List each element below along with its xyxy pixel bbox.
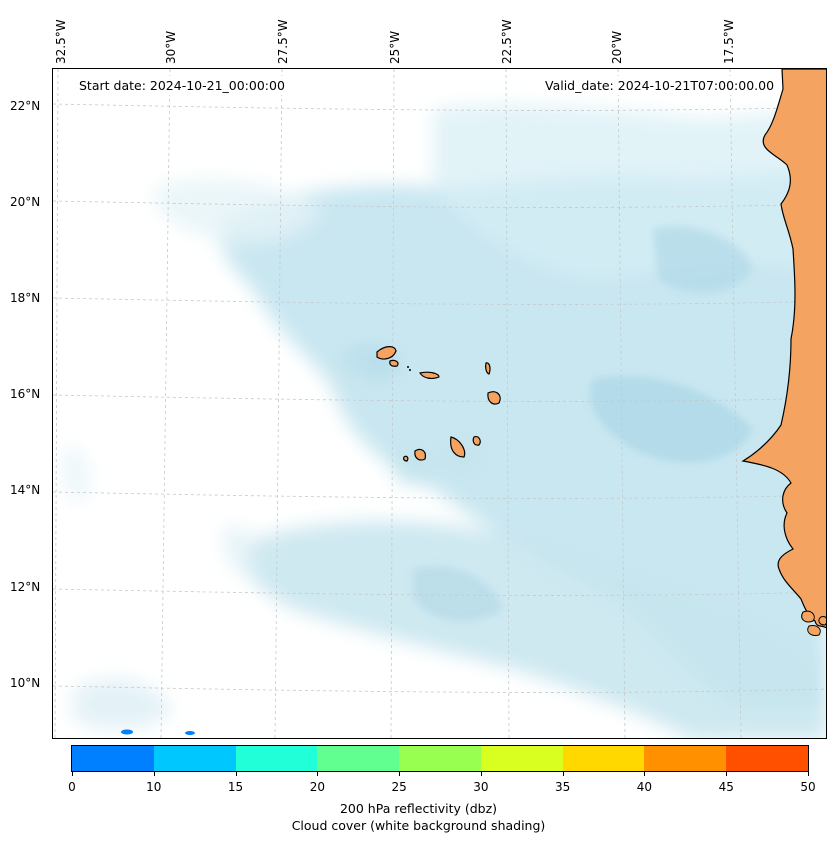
lat-label-10n: 10°N bbox=[10, 676, 41, 690]
island-fogo bbox=[414, 448, 426, 461]
lon-label-17-5w: 17.5°W bbox=[722, 19, 736, 64]
colorbar-bin-3 bbox=[317, 746, 400, 771]
colorbar-tick-label: 10 bbox=[146, 780, 162, 794]
colorbar-tick-mark bbox=[317, 772, 319, 776]
colorbar-tick-label: 20 bbox=[309, 780, 325, 794]
reflectivity-echoes bbox=[121, 729, 195, 735]
valid-date-label: Valid_date: 2024-10-21T07:00:00.00 bbox=[539, 76, 781, 95]
colorbar-tick-mark bbox=[726, 772, 728, 776]
cloud-cover-shading bbox=[62, 104, 826, 738]
colorbar-tick-label: 25 bbox=[391, 780, 407, 794]
lon-label-20w: 20°W bbox=[610, 30, 624, 64]
colorbar-tick-label: 30 bbox=[473, 780, 489, 794]
lat-label-20n: 20°N bbox=[10, 195, 41, 209]
colorbar-sublabel: Cloud cover (white background shading) bbox=[291, 818, 546, 833]
cape-verde-islands bbox=[376, 346, 501, 462]
island-santo-antao bbox=[376, 346, 397, 360]
lon-label-32-5w: 32.5°W bbox=[54, 19, 68, 64]
map-canvas bbox=[53, 69, 826, 738]
lat-label-22n: 22°N bbox=[10, 99, 41, 113]
island-brava bbox=[403, 455, 409, 462]
colorbar-tick-mark bbox=[153, 772, 155, 776]
island-sal bbox=[485, 362, 491, 375]
lon-label-27-5w: 27.5°W bbox=[276, 19, 290, 64]
colorbar-tick-mark bbox=[480, 772, 482, 776]
graticule bbox=[53, 69, 826, 738]
island-sao-nicolau bbox=[419, 371, 440, 379]
lat-label-12n: 12°N bbox=[10, 580, 41, 594]
start-date-label: Start date: 2024-10-21_00:00:00 bbox=[73, 76, 291, 95]
colorbar-tick-mark bbox=[235, 772, 237, 776]
lat-label-16n: 16°N bbox=[10, 387, 41, 401]
lat-label-14n: 14°N bbox=[10, 483, 41, 497]
colorbar-bin-8 bbox=[726, 746, 809, 771]
colorbar-label: 200 hPa reflectivity (dbz) bbox=[339, 801, 498, 816]
colorbar-tick-mark bbox=[72, 772, 73, 776]
colorbar-bin-7 bbox=[644, 746, 727, 771]
cloud-cover-dense bbox=[413, 226, 753, 622]
colorbar-tick-mark bbox=[808, 772, 809, 776]
colorbar-bin-2 bbox=[235, 746, 318, 771]
colorbar bbox=[71, 745, 809, 772]
colorbar-bin-5 bbox=[480, 746, 563, 771]
island-santiago bbox=[450, 436, 466, 458]
colorbar-bin-4 bbox=[399, 746, 481, 771]
lon-label-22-5w: 22.5°W bbox=[500, 19, 514, 64]
island-maio bbox=[472, 436, 481, 446]
colorbar-tick-label: 45 bbox=[718, 780, 734, 794]
colorbar-tick-label: 35 bbox=[555, 780, 571, 794]
colorbar-bin-6 bbox=[562, 746, 645, 771]
colorbar-tick-label: 0 bbox=[68, 780, 76, 794]
colorbar-tick-label: 50 bbox=[800, 780, 816, 794]
colorbar-tick-mark bbox=[644, 772, 646, 776]
colorbar-bin-0 bbox=[72, 746, 154, 771]
islet-dots bbox=[407, 366, 411, 371]
colorbar-bin-1 bbox=[153, 746, 236, 771]
map-panel[interactable] bbox=[52, 68, 827, 739]
island-boa-vista bbox=[487, 391, 501, 405]
lon-label-25w: 25°W bbox=[388, 30, 402, 64]
africa-coast-landmass bbox=[741, 69, 826, 629]
colorbar-tick-label: 15 bbox=[227, 780, 244, 794]
colorbar-tick-label: 40 bbox=[636, 780, 653, 794]
colorbar-tick-mark bbox=[399, 772, 401, 776]
colorbar-tick-mark bbox=[562, 772, 564, 776]
lon-label-30w: 30°W bbox=[164, 30, 178, 64]
coastal-islands bbox=[801, 610, 826, 636]
island-sao-vicente bbox=[389, 359, 399, 367]
lat-label-18n: 18°N bbox=[10, 291, 41, 305]
